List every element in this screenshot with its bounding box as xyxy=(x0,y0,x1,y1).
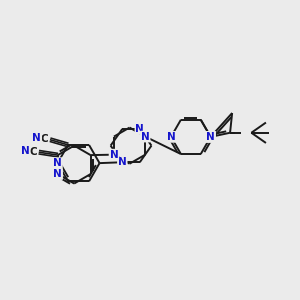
Text: N: N xyxy=(167,132,176,142)
Text: C: C xyxy=(41,134,49,144)
Text: N: N xyxy=(141,132,150,142)
Text: N: N xyxy=(53,169,62,179)
Text: N: N xyxy=(118,157,127,167)
Text: N: N xyxy=(206,132,215,142)
Text: C: C xyxy=(29,147,37,157)
Text: N: N xyxy=(110,150,118,160)
Text: N: N xyxy=(21,146,29,156)
Text: N: N xyxy=(53,158,62,168)
Text: N: N xyxy=(206,132,215,142)
Text: N: N xyxy=(32,133,41,142)
Text: N: N xyxy=(135,124,144,134)
